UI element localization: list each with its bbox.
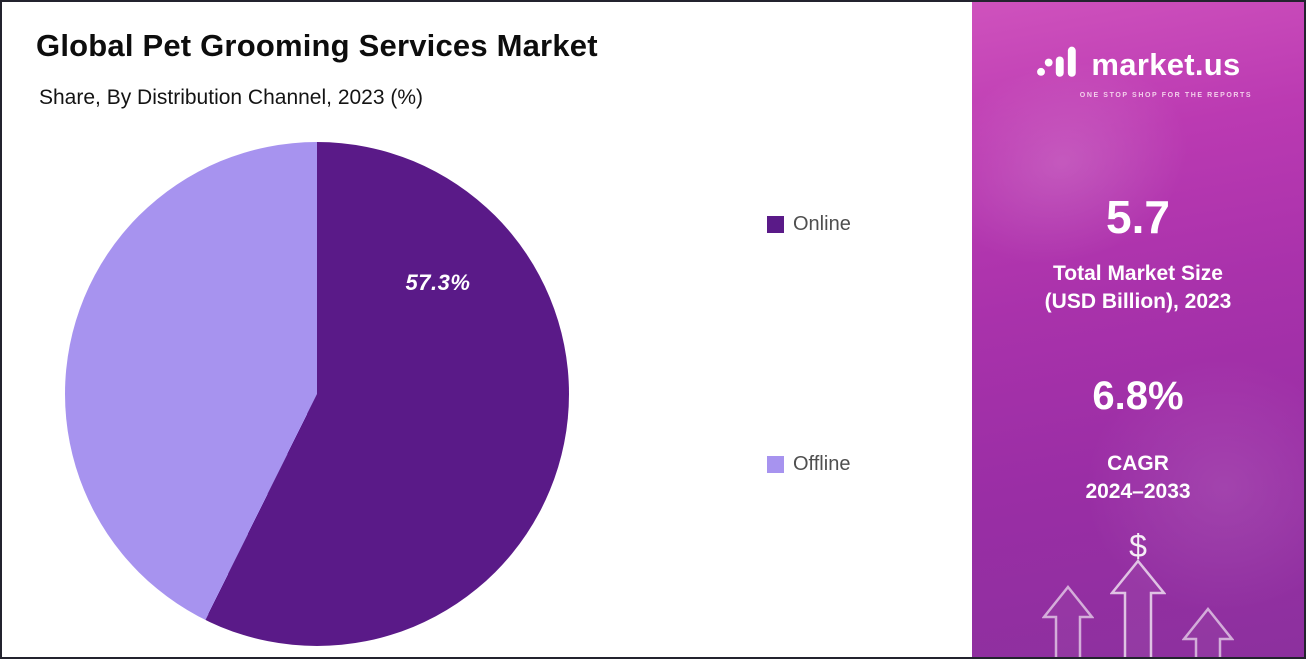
stat-market-size-label-line1: Total Market Size [1053,262,1223,285]
pie-data-label: 57.3% [405,270,471,296]
legend-item-offline: Offline [767,453,850,476]
pie-chart [65,142,569,646]
chart-panel: Global Pet Grooming Services Market Shar… [2,2,973,657]
legend-item-online: Online [767,213,851,236]
pie-chart-area: 57.3% [65,142,569,646]
stat-cagr-label: CAGR 2024–2033 [972,450,1304,506]
brand-name: market.us [1091,46,1241,82]
dollar-sign-icon: $ [1129,528,1147,564]
brand-tagline: ONE STOP SHOP FOR THE REPORTS [1079,92,1253,99]
brand-sidebar: market.us ONE STOP SHOP FOR THE REPORTS … [972,2,1304,657]
legend-label: Online [793,213,851,235]
up-arrow-icon [1110,559,1167,657]
stat-cagr-value: 6.8% [1092,374,1184,418]
growth-arrows [1042,559,1235,657]
stat-market-size-label-line2: (USD Billion), 2023 [1044,290,1232,313]
up-arrow-icon [1042,585,1095,657]
market-us-logo-icon [1035,42,1081,87]
chart-subtitle: Share, By Distribution Channel, 2023 (%) [39,86,424,109]
stat-cagr-label-line2: 2024–2033 [1085,480,1191,503]
legend-swatch [767,216,784,233]
legend-swatch [767,456,784,473]
stat-market-size-label: Total Market Size (USD Billion), 2023 [972,260,1304,316]
legend-label: Offline [793,453,851,475]
page-title: Global Pet Grooming Services Market [36,28,598,63]
stat-cagr-label-line1: CAGR [1107,452,1169,475]
market-us-logo: market.us ONE STOP SHOP FOR THE REPORTS [972,42,1304,99]
stat-market-size-value: 5.7 [1106,191,1170,243]
up-arrow-icon [1182,607,1235,657]
